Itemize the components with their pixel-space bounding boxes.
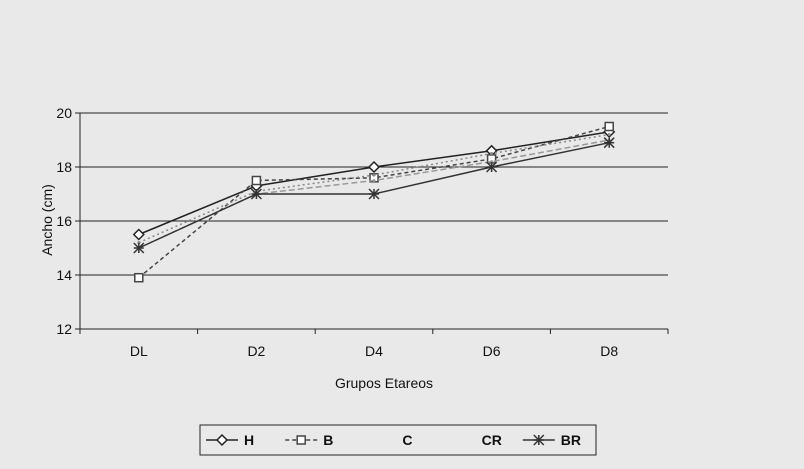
- y-tick-label: 12: [56, 321, 72, 337]
- series-lines: [132, 121, 616, 283]
- point-br: [368, 188, 380, 200]
- legend-item-b: B: [285, 432, 333, 448]
- point-c: [372, 173, 376, 177]
- series-line-c: [138, 133, 610, 244]
- x-tick-label: D4: [365, 343, 383, 359]
- x-tick-label: D6: [483, 343, 501, 359]
- axes: [75, 112, 669, 334]
- legend-item-c: C: [402, 432, 412, 448]
- point-br: [250, 188, 262, 200]
- point-h: [367, 160, 381, 174]
- legend-marker: [215, 433, 229, 447]
- legend-item-br: BR: [522, 432, 581, 448]
- y-tick-label: 16: [56, 213, 72, 229]
- legend-label: C: [402, 432, 412, 448]
- series-line-b: [138, 125, 610, 279]
- legend-label: CR: [482, 432, 502, 448]
- x-axis-title: Grupos Etareos: [335, 375, 433, 391]
- point-br: [603, 137, 615, 149]
- point-b: [251, 175, 262, 186]
- legend-label: B: [323, 432, 333, 448]
- point-br: [133, 242, 145, 254]
- legend-marker: [296, 435, 306, 445]
- y-tick-labels: 12 14 16 18 20: [56, 105, 72, 337]
- point-h: [132, 228, 145, 241]
- point-c: [607, 133, 611, 137]
- point-c: [490, 152, 494, 155]
- point-cr: [372, 179, 376, 182]
- point-b: [134, 272, 144, 283]
- x-tick-label: DL: [130, 343, 148, 359]
- y-tick-label: 18: [56, 159, 72, 175]
- legend-marker: [533, 434, 545, 446]
- point-br: [486, 161, 498, 173]
- legend-label: H: [244, 432, 254, 448]
- point-b: [604, 121, 614, 132]
- y-tick-label: 14: [56, 267, 72, 283]
- y-axis-title: Ancho (cm): [39, 184, 55, 256]
- x-tick-label: D2: [247, 343, 265, 359]
- legend: H B C CR BR: [199, 424, 597, 456]
- y-tick-label: 20: [56, 105, 72, 121]
- x-tick-labels: DL D2 D4 D6 D8: [130, 343, 619, 359]
- legend-item-h: H: [206, 432, 254, 448]
- x-tick-label: D8: [600, 343, 618, 359]
- legend-box: [199, 424, 597, 456]
- legend-label: BR: [561, 432, 581, 448]
- legend-item-cr: CR: [482, 432, 502, 448]
